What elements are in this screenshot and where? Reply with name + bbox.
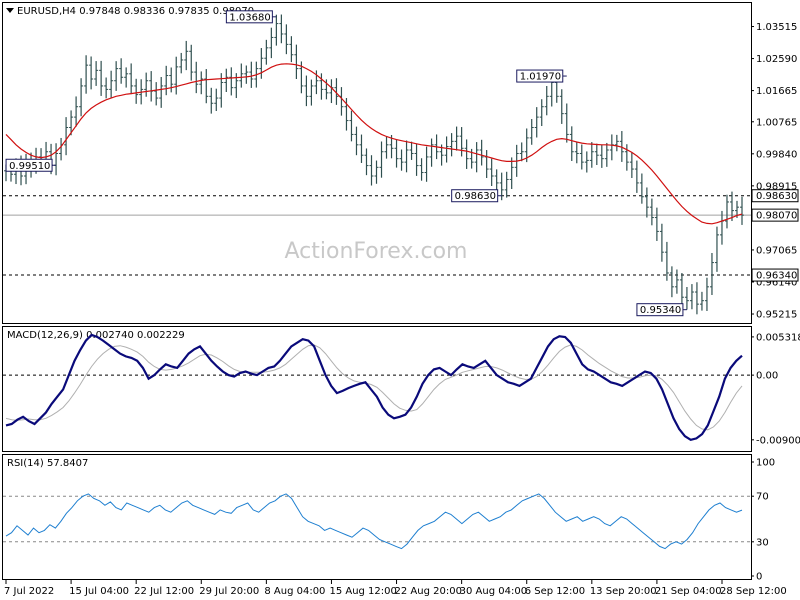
time-tick-label: 15 Jul 04:00 [69, 586, 129, 597]
rsi-tick-label: 30 [756, 537, 769, 548]
time-tick-label: 30 Aug 04:00 [460, 586, 527, 597]
annotation-box [5, 158, 53, 172]
price-tick-label: 0.97065 [756, 245, 797, 256]
price-bars [4, 14, 744, 315]
annotation-box [451, 189, 499, 203]
price-tick-label: 1.02590 [756, 54, 797, 65]
time-tick-label: 21 Sep 04:00 [655, 586, 722, 597]
annotation-label: 0.98630 [455, 191, 496, 202]
level-price-label: 0.98070 [756, 211, 797, 222]
annotation-box [636, 303, 684, 317]
price-tick-label: 0.99840 [756, 149, 797, 160]
price-tick-label: 0.95215 [756, 310, 797, 321]
rsi-line [5, 493, 743, 550]
rsi-title: RSI(14) 57.8407 [7, 458, 88, 469]
price-tick-label: 0.98915 [756, 181, 797, 192]
level-price-tag [751, 208, 799, 222]
time-tick-label: 13 Sep 20:00 [590, 586, 657, 597]
time-tick-label: 15 Aug 12:00 [329, 586, 396, 597]
price-title-group: EURUSD,H4 0.97848 0.98336 0.97835 0.9807… [6, 6, 254, 17]
price-axis: 1.03515 1.02590 1.01665 1.00765 0.99840 0.989… [751, 22, 799, 321]
price-pane-frame [2, 2, 752, 324]
moving-average-line [5, 63, 743, 225]
level-price-tag [751, 268, 799, 282]
time-tick-label: 6 Sep 12:00 [525, 586, 585, 597]
macd-signal-line [5, 344, 743, 431]
time-tick-label: 22 Jul 12:00 [134, 586, 194, 597]
price-tick-label: 1.03515 [756, 22, 797, 33]
price-tick-label: 1.00765 [756, 117, 797, 128]
time-tick-label: 7 Jul 2022 [4, 586, 54, 597]
annotation-label: 1.03680 [229, 12, 270, 23]
price-tick-label: 1.01665 [756, 86, 797, 97]
price-levels [3, 195, 751, 276]
watermark: ActionForex.com [285, 239, 468, 264]
time-axis: 7 Jul 2022 15 Jul 04:00 22 Jul 12:00 29 Jul… [4, 580, 787, 597]
level-price-label: 0.98630 [756, 191, 797, 202]
macd-tick-label: 0.00 [756, 371, 778, 382]
rsi-series-line [5, 493, 743, 550]
price-title: EURUSD,H4 0.97848 0.98336 0.97835 0.9807… [17, 6, 254, 17]
time-tick-label: 28 Sep 12:00 [720, 586, 787, 597]
rsi-axis: 100 70 30 0 [751, 458, 775, 583]
annotation-box [225, 10, 273, 24]
dropdown-triangle-icon[interactable] [6, 8, 14, 13]
rsi-pane-frame [2, 454, 752, 580]
time-tick-label: 22 Aug 20:00 [395, 586, 462, 597]
macd-tick-label: 0.005318 [756, 332, 800, 343]
price-annotations: 1.03680 0.99510 1.01970 0.98630 0.95340 [5, 10, 687, 317]
level-price-tag [751, 189, 799, 203]
rsi-tick-label: 0 [756, 572, 762, 583]
rsi-tick-label: 100 [756, 458, 775, 469]
price-moving-average [5, 63, 743, 225]
level-price-label: 0.96340 [756, 271, 797, 282]
time-tick-label: 8 Aug 04:00 [264, 586, 325, 597]
annotation-label: 0.95340 [640, 305, 681, 316]
macd-main-line [5, 333, 743, 441]
macd-pane-frame [2, 326, 752, 452]
annotation-label: 0.99510 [9, 161, 50, 172]
macd-lines [5, 333, 743, 441]
time-tick-label: 29 Jul 20:00 [199, 586, 259, 597]
rsi-tick-label: 70 [756, 492, 769, 503]
annotation-label: 1.01970 [520, 72, 561, 83]
price-tick-label: 0.96140 [756, 277, 797, 288]
annotation-box [516, 69, 564, 83]
rsi-levels [3, 495, 751, 543]
